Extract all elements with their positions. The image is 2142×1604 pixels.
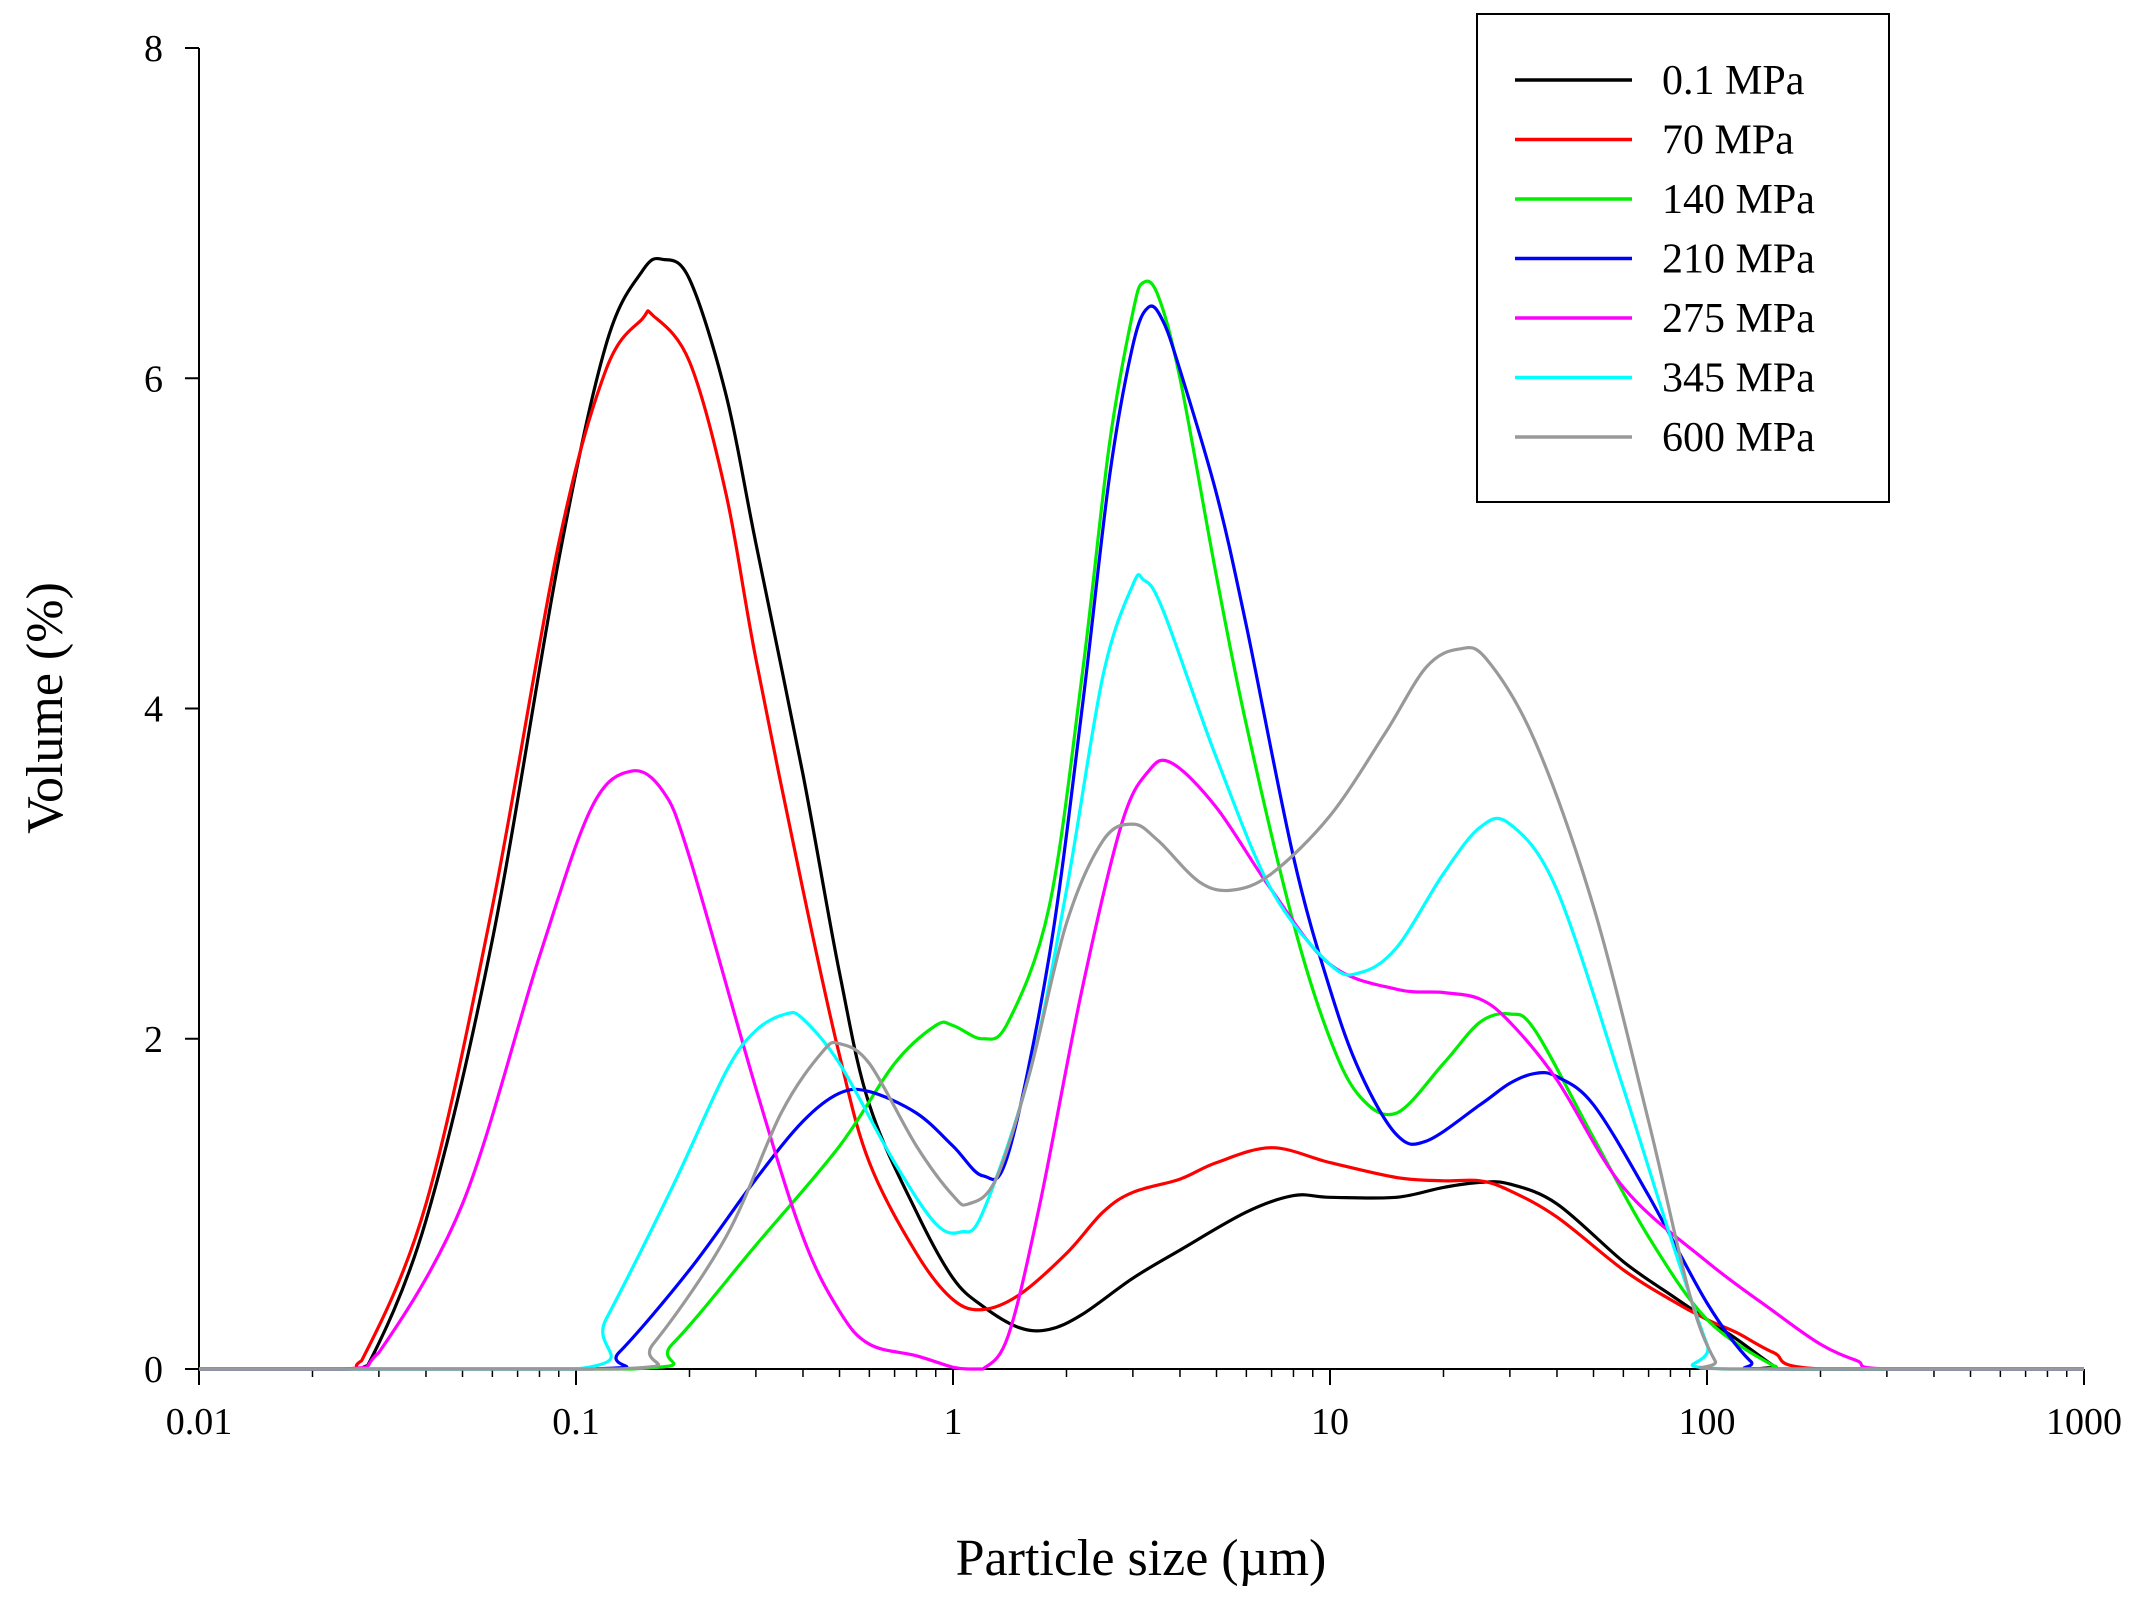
y-tick-label: 8	[144, 28, 163, 70]
series-line-210-mpa	[199, 304, 2084, 1371]
y-axis-title: Volume (%)	[17, 582, 74, 834]
x-tick-label: 0.01	[166, 1401, 233, 1443]
series-line-600-mpa	[199, 645, 2084, 1371]
x-tick-label: 0.1	[552, 1401, 600, 1443]
legend-label: 345 MPa	[1662, 356, 1815, 402]
y-tick-label: 6	[144, 358, 163, 400]
legend-label: 0.1 MPa	[1662, 58, 1805, 104]
series-line-0-1-mpa	[199, 256, 2084, 1371]
y-tick-label: 4	[144, 689, 163, 731]
plot-area: 0.01 0.1 1 10 100 1000 0 2 4 6 8	[144, 28, 2122, 1443]
series-line-275-mpa	[199, 758, 2084, 1371]
x-axis-title: Particle size (µm)	[956, 1530, 1327, 1587]
series-line-70-mpa	[199, 309, 2084, 1371]
series-lines	[199, 256, 2084, 1371]
legend-label: 275 MPa	[1662, 296, 1815, 342]
legend: 0.1 MPa 70 MPa 140 MPa 210 MPa 275 MPa 345 MP…	[1476, 13, 1890, 503]
legend-label: 140 MPa	[1662, 177, 1815, 223]
series-line-345-mpa	[199, 573, 2084, 1371]
y-tick-label: 0	[144, 1349, 163, 1391]
legend-label: 70 MPa	[1662, 118, 1794, 164]
legend-label: 600 MPa	[1662, 415, 1815, 461]
y-tick-label: 2	[144, 1019, 163, 1061]
legend-label: 210 MPa	[1662, 237, 1815, 283]
x-tick-label: 10	[1311, 1401, 1349, 1443]
x-tick-label: 100	[1679, 1401, 1736, 1443]
x-tick-label: 1000	[2046, 1401, 2122, 1443]
x-axis-ticks: 0.01 0.1 1 10 100 1000	[166, 1369, 2122, 1443]
y-axis-ticks: 0 2 4 6 8	[144, 28, 199, 1391]
legend-items: 0.1 MPa 70 MPa 140 MPa 210 MPa 275 MPa 345 MP…	[1515, 58, 1815, 461]
x-tick-label: 1	[944, 1401, 963, 1443]
